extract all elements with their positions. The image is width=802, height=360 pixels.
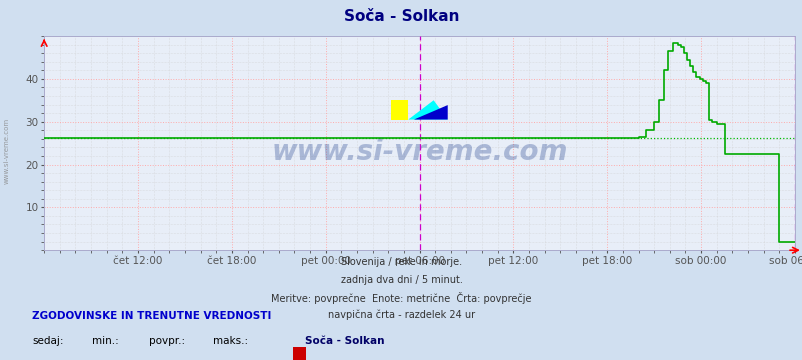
Polygon shape <box>413 105 448 120</box>
Text: www.si-vreme.com: www.si-vreme.com <box>3 118 10 184</box>
Text: Slovenija / reke in morje.: Slovenija / reke in morje. <box>341 257 461 267</box>
Text: povpr.:: povpr.: <box>148 336 184 346</box>
Text: Soča - Solkan: Soča - Solkan <box>343 9 459 24</box>
Text: Meritve: povprečne  Enote: metrične  Črta: povprečje: Meritve: povprečne Enote: metrične Črta:… <box>271 292 531 304</box>
Text: min.:: min.: <box>92 336 119 346</box>
Text: sedaj:: sedaj: <box>32 336 63 346</box>
Text: ZGODOVINSKE IN TRENUTNE VREDNOSTI: ZGODOVINSKE IN TRENUTNE VREDNOSTI <box>32 311 271 321</box>
Text: www.si-vreme.com: www.si-vreme.com <box>271 138 567 166</box>
Text: maks.:: maks.: <box>213 336 248 346</box>
Text: zadnja dva dni / 5 minut.: zadnja dva dni / 5 minut. <box>340 275 462 285</box>
Bar <box>391 100 407 120</box>
Polygon shape <box>407 100 448 120</box>
Text: Soča - Solkan: Soča - Solkan <box>305 336 384 346</box>
Text: navpična črta - razdelek 24 ur: navpična črta - razdelek 24 ur <box>327 309 475 320</box>
